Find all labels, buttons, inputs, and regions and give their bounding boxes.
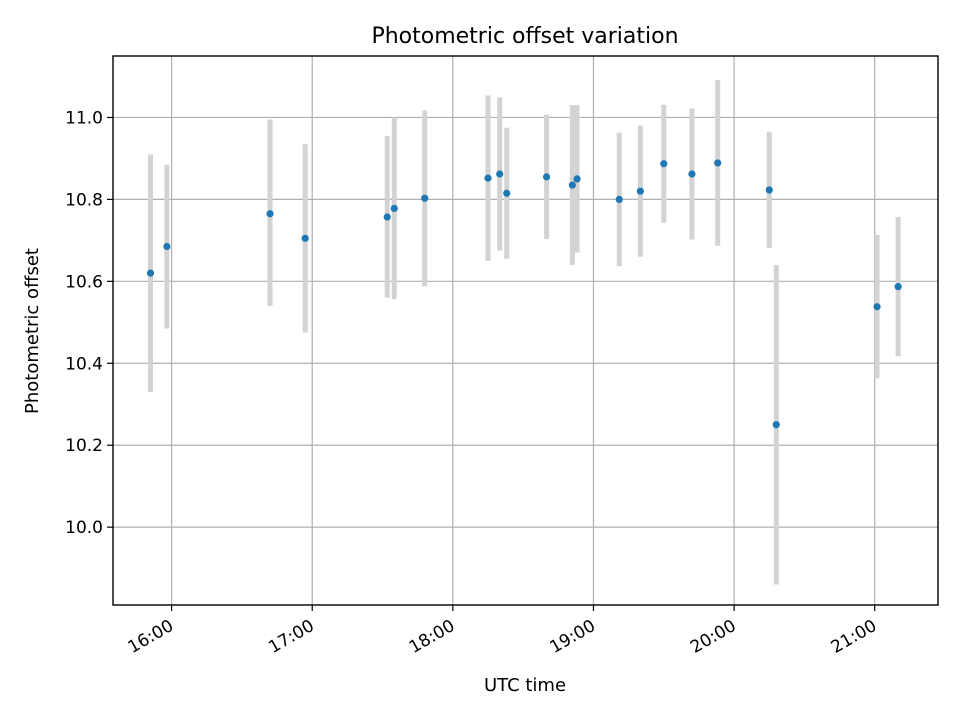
x-axis-label: UTC time xyxy=(484,675,566,696)
y-tick-label: 10.0 xyxy=(65,518,103,538)
y-tick-label: 10.8 xyxy=(65,190,103,210)
data-point xyxy=(146,269,155,277)
data-points xyxy=(146,159,902,429)
data-point xyxy=(894,283,902,291)
plot-frame xyxy=(112,55,939,606)
data-point xyxy=(496,170,504,178)
data-point xyxy=(573,175,581,183)
y-axis-label: Photometric offset xyxy=(22,248,43,414)
chart-title: Photometric offset variation xyxy=(371,24,678,49)
data-point xyxy=(301,234,309,242)
data-point xyxy=(714,159,722,167)
data-point xyxy=(163,242,171,251)
y-axis-ticks: 10.0 10.2 10.4 10.6 10.8 11.0 xyxy=(65,108,113,538)
data-point xyxy=(660,160,668,168)
y-tick-label: 11.0 xyxy=(65,108,103,128)
y-tick-label: 10.4 xyxy=(65,354,103,374)
data-point xyxy=(266,210,274,218)
data-point xyxy=(568,181,576,189)
data-point xyxy=(390,204,398,213)
data-point xyxy=(636,187,644,195)
y-tick-label: 10.2 xyxy=(65,436,103,456)
data-point xyxy=(542,173,551,181)
data-point xyxy=(765,186,773,194)
data-point xyxy=(873,303,881,311)
data-point xyxy=(772,421,780,429)
data-point xyxy=(484,174,492,182)
data-point xyxy=(503,189,511,197)
data-point xyxy=(421,194,429,202)
data-point xyxy=(615,195,623,203)
data-point xyxy=(383,213,391,221)
y-tick-label: 10.6 xyxy=(65,272,103,292)
data-point xyxy=(688,170,696,178)
